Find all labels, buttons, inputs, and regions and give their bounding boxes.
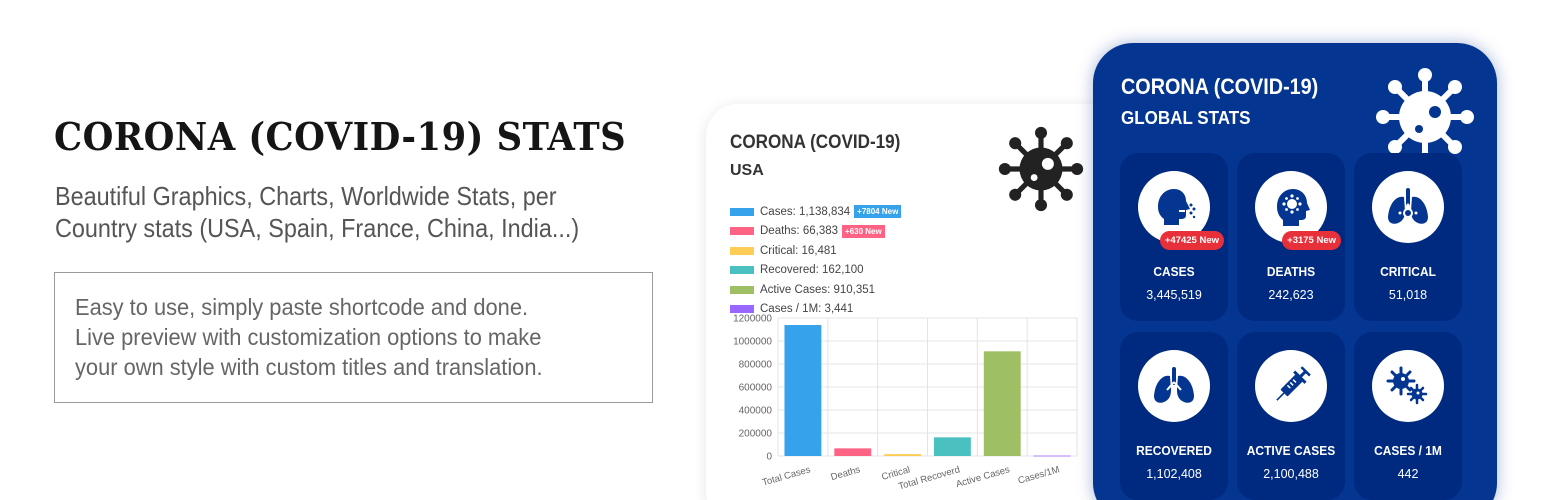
legend-item: Active Cases: 910,351 (730, 280, 901, 300)
y-tick-label: 400000 (739, 406, 773, 417)
new-cases-badge: +7804 New (854, 205, 902, 219)
legend-label: Recovered: 162,100 (760, 264, 864, 277)
x-tick-label: Active Cases (955, 464, 1012, 490)
feature-description-box: Easy to use, simply paste shortcode and … (54, 272, 653, 403)
new-deaths-badge: +630 New (842, 224, 885, 238)
legend-item: Cases: 1,138,834 +7804 New (730, 202, 902, 222)
x-tick-label: Cases/1M (1017, 464, 1061, 486)
hero-subtitle: Beautiful Graphics, Charts, Worldwide St… (55, 180, 631, 244)
stat-icon-circle (1372, 350, 1444, 422)
virus-icon (998, 126, 1084, 212)
stat-tile-active-cases: ACTIVE CASES 2,100,488 (1237, 332, 1345, 500)
stat-value: 3,445,519 (1146, 288, 1202, 302)
stat-value: 1,102,408 (1146, 467, 1202, 481)
hero-subtitle-line: Country stats (USA, Spain, France, China… (55, 213, 580, 243)
y-tick-label: 800000 (739, 360, 773, 371)
usa-stats-card: CORONA (COVID-19) USA Cases: 1,138,834 +… (706, 104, 1126, 500)
bar (834, 448, 872, 456)
legend-label: Active Cases: 910,351 (760, 283, 876, 296)
hero-subtitle-line: Beautiful Graphics, Charts, Worldwide St… (55, 181, 557, 211)
legend-item: Deaths: 66,383 +630 New (730, 222, 901, 242)
global-stats-card: CORONA (COVID-19) GLOBAL STATS (1093, 43, 1497, 500)
usa-card-country: USA (730, 162, 764, 179)
legend-label: Cases / 1M: 3,441 (760, 303, 854, 316)
bar (784, 325, 822, 456)
stat-tile-deaths: +3175 New DEATHS 242,623 (1237, 153, 1345, 321)
bar (933, 437, 971, 456)
bar (983, 351, 1021, 456)
legend-swatch (730, 305, 754, 314)
bar (1033, 455, 1071, 457)
stat-label: CRITICAL (1380, 264, 1436, 279)
y-tick-label: 1200000 (733, 314, 772, 325)
stat-value: 51,018 (1388, 288, 1428, 302)
y-tick-label: 1000000 (733, 337, 772, 348)
stat-tile-cases-per-million: CASES / 1M 442 (1354, 332, 1462, 500)
legend-item: Recovered: 162,100 (730, 261, 901, 281)
new-deaths-badge: +3175 New (1282, 231, 1341, 250)
stat-value: 242,623 (1268, 288, 1314, 302)
legend-swatch (730, 227, 754, 236)
stat-label: RECOVERED (1136, 443, 1212, 458)
feature-line: Easy to use, simply paste shortcode and … (75, 294, 529, 320)
legend-swatch (730, 266, 754, 275)
legend-item: Critical: 16,481 (730, 241, 901, 261)
stat-tile-cases: +47425 New CASES 3,445,519 (1120, 153, 1228, 321)
feature-line: your own style with custom titles and tr… (75, 354, 543, 380)
y-tick-label: 0 (766, 452, 772, 463)
x-tick-label: Total Cases (761, 464, 812, 488)
x-tick-label: Deaths (830, 464, 862, 483)
legend-label: Critical: 16,481 (760, 244, 837, 257)
feature-line: Live preview with customization options … (75, 324, 542, 350)
stat-label: DEATHS (1266, 264, 1316, 279)
y-tick-label: 200000 (739, 429, 773, 440)
legend-label: Cases: 1,138,834 (760, 205, 851, 218)
stat-label: CASES (1153, 264, 1195, 279)
hero-title: CORONA (COVID-19) STATS (54, 114, 627, 159)
global-card-title: CORONA (COVID-19) (1121, 74, 1319, 99)
stat-label: CASES / 1M (1374, 443, 1442, 458)
legend-item: Cases / 1M: 3,441 (730, 300, 901, 320)
stat-value: 2,100,488 (1263, 467, 1319, 481)
usa-bar-chart: 0 200000 400000 600000 800000 1000000 1200000 T… (733, 314, 1078, 492)
stat-icon-circle (1255, 350, 1327, 422)
global-card-subtitle: GLOBAL STATS (1121, 107, 1251, 128)
lungs-icon (1154, 367, 1194, 403)
virus-icon (1376, 68, 1474, 166)
chart-legend: Cases: 1,138,834 +7804 New Deaths: 66,38… (730, 202, 902, 320)
stat-value: 442 (1397, 467, 1419, 481)
syringe-icon (1276, 366, 1311, 401)
y-tick-label: 600000 (739, 383, 773, 394)
head-virus-icon (1277, 189, 1310, 226)
stat-icon-circle (1372, 171, 1444, 243)
stat-tile-recovered: RECOVERED 1,102,408 (1120, 332, 1228, 500)
stat-label: ACTIVE CASES (1246, 443, 1336, 458)
cough-icon (1158, 189, 1196, 225)
stat-icon-circle (1138, 350, 1210, 422)
viruses-icon (1386, 366, 1428, 405)
legend-swatch (730, 207, 754, 216)
legend-swatch (730, 285, 754, 294)
legend-swatch (730, 246, 754, 255)
usa-card-title: CORONA (COVID-19) (730, 132, 901, 153)
new-cases-badge: +47425 New (1159, 231, 1224, 250)
bar (884, 454, 922, 456)
legend-label: Deaths: 66,383 (760, 225, 839, 238)
stat-tile-critical: CRITICAL 51,018 (1354, 153, 1462, 321)
lungs-virus-icon (1388, 188, 1428, 224)
